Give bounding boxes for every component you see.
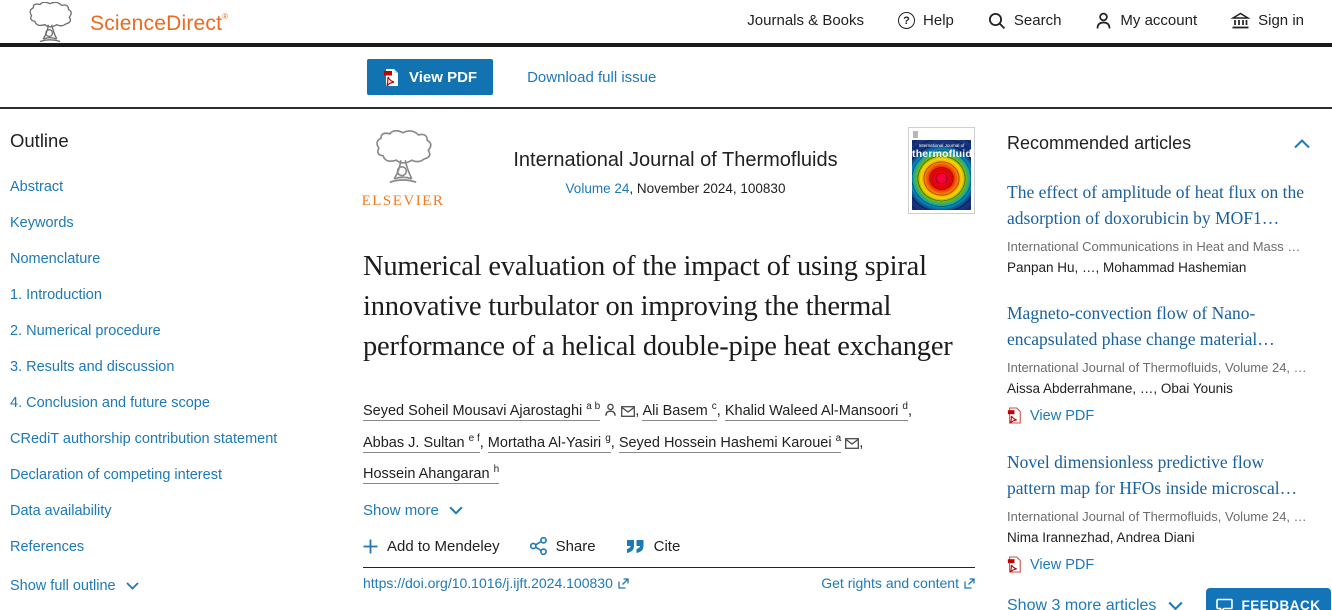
- elsevier-tree-icon: [376, 129, 432, 183]
- cover-masthead: [912, 131, 971, 140]
- recommended-article-journal: International Communications in Heat and…: [1007, 239, 1301, 254]
- recommended-article-journal: International Journal of Thermofluids, V…: [1007, 509, 1307, 524]
- nav-my-account[interactable]: My account: [1095, 12, 1197, 30]
- download-full-issue-link[interactable]: Download full issue: [527, 68, 657, 86]
- journal-cover-thumbnail[interactable]: International Journal of thermofluids: [908, 127, 975, 214]
- recommended-article-title[interactable]: Magneto-convection flow of Nano-encapsul…: [1007, 303, 1275, 349]
- author[interactable]: Seyed Hossein Hashemi Karouei a: [618, 433, 860, 453]
- recommended-article-title[interactable]: The effect of amplitude of heat flux on …: [1007, 182, 1305, 228]
- outline-item-nomenclature[interactable]: Nomenclature: [10, 251, 101, 267]
- header-divider: [0, 43, 1332, 47]
- recommended-title: Recommended articles: [1007, 133, 1192, 153]
- author[interactable]: Seyed Soheil Mousavi Ajarostaghi a b: [363, 401, 636, 421]
- elsevier-tree-icon: [29, 1, 72, 42]
- show-more-articles-link[interactable]: Show 3 more articles: [1007, 597, 1310, 610]
- outline-item-references[interactable]: References: [10, 539, 85, 555]
- cite-button[interactable]: Cite: [626, 538, 680, 555]
- journal-header: ELSEVIER International Journal of Thermo…: [361, 127, 975, 214]
- rights-and-content-link[interactable]: Get rights and content: [821, 575, 975, 591]
- pdf-icon: [383, 68, 400, 87]
- author-workspace-icon: [604, 401, 617, 426]
- view-pdf-link[interactable]: View PDF: [1007, 407, 1310, 424]
- article-divider: [363, 567, 975, 569]
- outline-item-introduction[interactable]: 1. Introduction: [10, 287, 102, 303]
- outline-item-results[interactable]: 3. Results and discussion: [10, 359, 175, 375]
- outline-title: Outline: [10, 130, 69, 151]
- volume-link[interactable]: Volume 24: [565, 181, 630, 196]
- recommended-article-authors: Aissa Abderrahmane, …, Obai Younis: [1007, 381, 1233, 396]
- show-full-outline-link[interactable]: Show full outline: [10, 578, 340, 594]
- view-pdf-button[interactable]: View PDF: [367, 59, 494, 95]
- top-header: ScienceDirect® Journals & Books ? Help S…: [0, 0, 1332, 43]
- quote-icon: [626, 540, 644, 554]
- institution-icon: [1231, 12, 1251, 30]
- article-title: Numerical evaluation of the impact of us…: [363, 251, 953, 362]
- journal-title-link[interactable]: International Journal of Thermofluids: [513, 149, 838, 171]
- help-icon: ?: [898, 12, 916, 29]
- recommended-article-title[interactable]: Novel dimensionless predictive flow patt…: [1007, 452, 1298, 498]
- article-main: ELSEVIER International Journal of Thermo…: [361, 127, 975, 591]
- chevron-down-icon: [1168, 601, 1183, 610]
- plus-icon: [363, 539, 378, 554]
- chevron-down-icon: [449, 507, 463, 516]
- top-nav: Journals & Books ? Help Search My accoun…: [747, 12, 1304, 32]
- brand-name: ScienceDirect®: [90, 11, 229, 35]
- recommended-article: Novel dimensionless predictive flow patt…: [1007, 449, 1310, 573]
- elsevier-wordmark: ELSEVIER: [361, 193, 445, 209]
- recommended-article: Magneto-convection flow of Nano-encapsul…: [1007, 300, 1310, 424]
- search-icon: [988, 12, 1006, 30]
- nav-sign-in[interactable]: Sign in: [1231, 12, 1304, 30]
- external-link-icon: [964, 578, 975, 589]
- speech-bubble-icon: [1216, 598, 1234, 610]
- author[interactable]: Hossein Ahangaran h: [363, 464, 500, 485]
- article-actions: Add to Mendeley Share Cite: [363, 537, 975, 556]
- share-icon: [529, 537, 547, 556]
- author[interactable]: Mortatha Al-Yasiri g: [487, 432, 611, 453]
- outline-item-numerical-procedure[interactable]: 2. Numerical procedure: [10, 323, 161, 339]
- recommended-article-authors: Panpan Hu, …, Mohammad Hashemian: [1007, 260, 1247, 275]
- outline-items: Abstract Keywords Nomenclature 1. Introd…: [10, 180, 340, 555]
- doi-row: https://doi.org/10.1016/j.ijft.2024.1008…: [363, 575, 975, 591]
- nav-journals-books[interactable]: Journals & Books: [747, 12, 865, 29]
- envelope-icon: [621, 401, 636, 426]
- share-button[interactable]: Share: [529, 537, 596, 556]
- outline-item-keywords[interactable]: Keywords: [10, 215, 74, 231]
- recommended-article-authors: Nima Irannezhad, Andrea Diani: [1007, 530, 1195, 545]
- issue-info: Volume 24, November 2024, 100830: [565, 181, 786, 196]
- recommended-article-journal: International Journal of Thermofluids, V…: [1007, 360, 1307, 375]
- feedback-button[interactable]: FEEDBACK: [1206, 588, 1331, 610]
- outline-item-declaration[interactable]: Declaration of competing interest: [10, 467, 222, 483]
- elsevier-logo[interactable]: ELSEVIER: [361, 127, 445, 210]
- outline-sidebar: Outline Abstract Keywords Nomenclature 1…: [10, 130, 340, 594]
- author[interactable]: Ali Basem c: [642, 401, 717, 421]
- journal-meta: International Journal of Thermofluids Vo…: [443, 127, 908, 196]
- outline-item-abstract[interactable]: Abstract: [10, 179, 64, 195]
- view-pdf-link[interactable]: View PDF: [1007, 556, 1310, 573]
- recommended-article: The effect of amplitude of heat flux on …: [1007, 179, 1310, 275]
- person-icon: [1095, 12, 1112, 30]
- external-link-icon: [618, 578, 629, 589]
- outline-item-conclusion[interactable]: 4. Conclusion and future scope: [10, 395, 210, 411]
- brand[interactable]: ScienceDirect®: [24, 1, 229, 42]
- pdf-toolbar: View PDF Download full issue: [0, 47, 1332, 109]
- pdf-icon: [1007, 556, 1021, 573]
- recommended-articles-panel: Recommended articles The effect of ampli…: [1007, 133, 1310, 610]
- author[interactable]: Abbas J. Sultan e f: [363, 432, 480, 453]
- chevron-up-icon[interactable]: [1294, 138, 1310, 149]
- author[interactable]: Khalid Waleed Al-Mansoori d: [724, 401, 908, 421]
- nav-help[interactable]: ? Help: [898, 12, 954, 29]
- outline-item-data-availability[interactable]: Data availability: [10, 503, 112, 519]
- recommended-header: Recommended articles: [1007, 133, 1310, 154]
- show-more-authors-link[interactable]: Show more: [363, 502, 463, 519]
- nav-search[interactable]: Search: [988, 12, 1061, 30]
- doi-link[interactable]: https://doi.org/10.1016/j.ijft.2024.1008…: [363, 575, 629, 591]
- envelope-icon: [845, 433, 860, 458]
- author-list: Seyed Soheil Mousavi Ajarostaghi a b, Al…: [363, 401, 912, 485]
- cover-artwork: International Journal of thermofluids: [912, 140, 971, 210]
- outline-item-credit[interactable]: CRediT authorship contribution statement: [10, 431, 278, 447]
- pdf-icon: [1007, 407, 1021, 424]
- add-to-mendeley-button[interactable]: Add to Mendeley: [363, 538, 500, 555]
- chevron-down-icon: [125, 582, 139, 590]
